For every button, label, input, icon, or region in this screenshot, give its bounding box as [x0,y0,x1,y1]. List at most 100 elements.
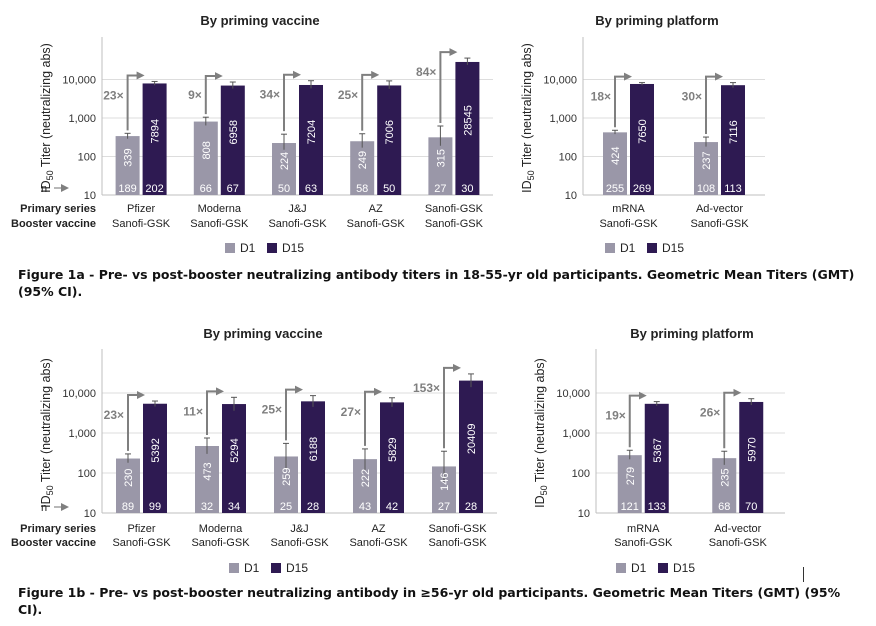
fig1b-vaccine-n-marker: n [41,502,47,514]
fig1a-platform-fold-change-label: 18× [591,90,611,104]
fig1b-vaccine-fold-change-label: 25× [262,403,282,417]
fig1b-vaccine-value-label: 5392 [150,438,162,462]
fig1a-vaccine-fold-change-label: 9× [188,88,202,102]
fig1b-vaccine-value-label: 230 [123,469,135,487]
fig1b-vaccine-bar-d15 [143,403,167,513]
fig1a-vaccine-n-label: 50 [278,183,290,195]
fig1b-vaccine-legend-d1-swatch [229,563,239,573]
fig1a-vaccine-y-tick-label: 100 [78,152,96,164]
fig1b-platform-bar-d1 [712,458,737,513]
fig1b-vaccine-y-axis-label: ID50 Titer (neutralizing abs) [39,358,55,508]
fig1b-platform-value-label: 5367 [652,438,664,462]
fig1b-vaccine-n-label: 43 [359,501,371,513]
fig1a-platform-n-label: 255 [606,183,624,195]
fig1a-vaccine-booster-label: Sanofi-GSK [112,218,171,230]
fig1a-vaccine-bar-d1 [272,143,296,195]
fig1b-platform-title: By priming platform [630,326,754,341]
fig1a-vaccine-y-tick-label: 10 [84,190,96,202]
fig1a-platform-fold-arrow [705,72,723,135]
fig1b-vaccine-primary-label: AZ [371,523,385,535]
fig1a-vaccine-value-label: 7204 [306,120,318,144]
fig1a-vaccine-row-booster: Booster vaccine [11,218,96,230]
fig1a-platform-bar-d15 [721,85,745,195]
fig1b-vaccine-fold-arrow [364,387,382,446]
fig1b-vaccine-n-label: 99 [149,501,161,513]
fig1a-platform-booster-label: Sanofi-GSK [599,218,658,230]
fig1a-vaccine-n-label: 63 [305,183,317,195]
fig1a-platform-y-tick-label: 1,000 [549,113,577,125]
fig1b-vaccine-fold-change-label: 27× [341,405,361,419]
fig1b-platform-y-tick-label: 10 [578,508,590,520]
fig1a-vaccine-legend-d15-label: D15 [282,241,304,255]
fig1b-platform-y-tick-label: 10,000 [556,388,590,400]
fig1b-platform-n-label: 70 [745,501,757,513]
fig1b-vaccine-n-label: 25 [280,501,292,513]
fig1a-platform-n-label: 108 [697,183,715,195]
fig1b-vaccine-booster-label: Sanofi-GSK [428,537,487,549]
fig1b-platform-bar-d15 [644,403,669,513]
fig1b-vaccine-booster-label: Sanofi-GSK [349,537,408,549]
fig1a-vaccine-primary-label: Pfizer [127,203,155,215]
fig1a-platform-y-tick-label: 100 [559,152,577,164]
fig1b-vaccine-booster-label: Sanofi-GSK [191,537,250,549]
fig1b-platform-n-label: 68 [718,501,730,513]
fig1a-vaccine-bar-d15 [220,85,245,195]
fig1a-platform-value-label: 7650 [637,119,649,143]
fig1b-platform-y-tick-label: 1,000 [562,428,590,440]
fig1b-vaccine-n-label: 28 [465,501,477,513]
fig1b-vaccine-n-label: 34 [228,501,240,513]
fig1a-platform-bar-d15 [630,83,654,195]
fig1b-vaccine-fold-arrow [206,387,224,435]
fig1b-platform-booster-label: Sanofi-GSK [614,537,673,549]
fig1b-platform-legend-d15-swatch [658,563,668,573]
fig1b-platform-bar-d15 [739,401,764,513]
fig1a-vaccine-legend-d1-label: D1 [240,241,256,255]
fig1a-platform-booster-label: Sanofi-GSK [690,218,749,230]
fig1b-platform-n-label: 121 [621,501,639,513]
fig1a-vaccine-n-label: 67 [227,183,239,195]
fig1b-vaccine-primary-label: Pfizer [127,523,155,535]
fig1a-platform-bar-d1 [694,142,718,195]
fig1b-vaccine-y-tick-label: 10,000 [62,388,96,400]
fig1a-vaccine-bar-d15 [142,83,167,195]
fig1a-vaccine-bar-d15 [299,84,323,195]
fig1a-vaccine-y-tick-label: 1,000 [68,113,96,125]
fig1b-vaccine-n-label: 27 [438,501,450,513]
fig1b-vaccine-value-label: 259 [281,468,293,486]
fig1a-vaccine-n-label: 27 [434,183,446,195]
fig1b-vaccine-booster-label: Sanofi-GSK [270,537,329,549]
fig1b-vaccine-value-label: 473 [202,462,214,480]
fig1b-vaccine-value-label: 222 [360,469,372,487]
fig1b-vaccine-value-label: 5829 [387,437,399,461]
figure-1a-caption: Figure 1a - Pre- vs post-booster neutral… [18,267,855,299]
fig1a-platform-title: By priming platform [595,13,719,28]
fig1b-platform-value-label: 279 [625,467,637,485]
fig1b-vaccine-fold-arrow [443,363,461,449]
fig1a-vaccine-fold-change-label: 84× [416,65,436,79]
fig1b-vaccine-fold-change-label: 153× [413,381,440,395]
fig1a-platform-value-label: 237 [701,151,713,169]
fig1a-vaccine-n-label: 66 [200,183,212,195]
fig1a-vaccine-n-marker: n [41,183,47,195]
fig1b-vaccine-row-booster: Booster vaccine [11,537,96,549]
fig1b-vaccine-booster-label: Sanofi-GSK [112,537,171,549]
fig1b-platform-fold-change-label: 19× [605,409,625,423]
fig1a-platform-legend-d15-swatch [647,243,657,253]
fig1b-vaccine-y-tick-label: 1,000 [68,428,96,440]
fig1a-platform-y-axis-label: ID50 Titer (neutralizing abs) [520,43,536,193]
fig1b-vaccine-value-label: 5294 [229,438,241,462]
fig1b-vaccine-fold-arrow [127,391,145,451]
fig1a-vaccine-bar-d1 [115,136,140,195]
text-cursor [803,567,804,582]
fig1b-vaccine-bar-d15 [459,380,483,513]
fig1b-platform-legend-d15-label: D15 [673,561,695,575]
fig1a-platform-primary-label: mRNA [612,203,645,215]
fig1b-vaccine-legend-d15-label: D15 [286,561,308,575]
fig1a-platform-n-label: 113 [724,183,742,195]
fig1a-platform-value-label: 7116 [728,120,740,144]
fig1a-vaccine-fold-arrow [204,72,223,115]
fig1b-vaccine-primary-label: Sanofi-GSK [428,523,487,535]
fig1b-platform-bar-d1 [617,455,642,513]
fig1b-vaccine-bar-d15 [301,401,325,513]
fig1a-vaccine-fold-change-label: 34× [260,88,280,102]
